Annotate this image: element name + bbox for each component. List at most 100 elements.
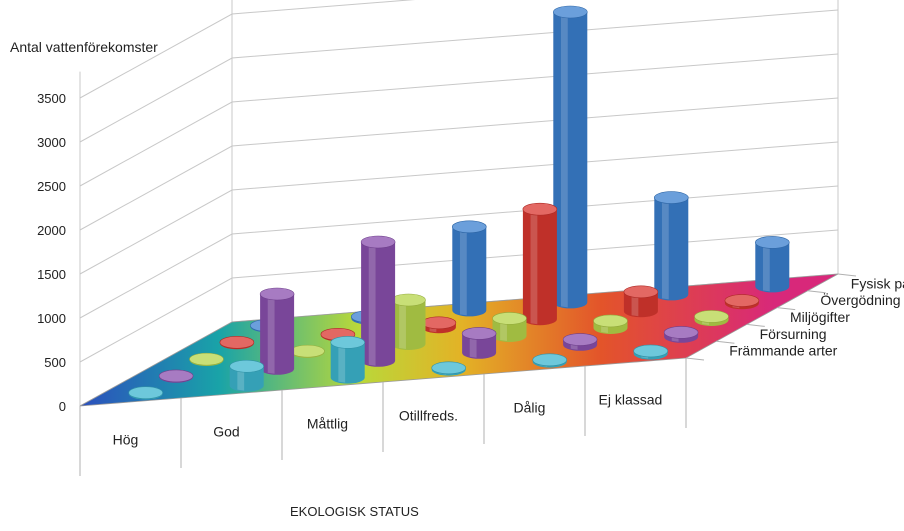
y-tick-label: 3000 <box>37 135 66 150</box>
x-tick-label: Måttlig <box>307 415 348 431</box>
x-tick-label: Ej klassad <box>599 391 663 407</box>
bar-body <box>553 12 588 309</box>
bar <box>128 386 163 400</box>
depth-divider <box>685 357 705 361</box>
gridline <box>79 0 416 99</box>
bar <box>158 369 194 383</box>
bar-highlight <box>762 242 770 292</box>
bar-top <box>451 220 487 234</box>
bar-body <box>361 242 396 367</box>
bar-top <box>259 287 295 301</box>
bar-top <box>653 191 689 204</box>
bar <box>724 294 760 310</box>
bar-body <box>522 209 557 326</box>
bar-highlight <box>399 300 406 349</box>
x-tick-label: Otillfreds. <box>399 407 458 423</box>
bar <box>532 353 568 368</box>
bar-top <box>522 202 558 216</box>
bar <box>219 336 255 350</box>
bar <box>633 344 669 360</box>
bar <box>360 235 396 367</box>
bar-top <box>128 386 163 400</box>
bar <box>290 344 325 358</box>
bar <box>562 333 598 351</box>
y-tick-label: 0 <box>59 399 66 414</box>
bar <box>330 336 366 384</box>
bar-top <box>754 236 790 249</box>
x-tick-label: Dålig <box>513 399 545 415</box>
bar <box>259 287 295 375</box>
x-tick-label: Hög <box>113 431 139 447</box>
depth-divider <box>837 273 857 277</box>
bar <box>421 316 457 334</box>
bar-top <box>593 314 628 328</box>
x-tick-label: God <box>213 423 239 439</box>
bar <box>451 220 487 317</box>
bar-top <box>158 369 194 383</box>
bar-top <box>431 361 467 375</box>
bar <box>653 191 689 301</box>
depth-divider <box>716 340 735 344</box>
bar-top <box>623 285 659 299</box>
bar-top <box>724 294 760 307</box>
bar-highlight <box>368 242 376 366</box>
bar <box>552 5 588 309</box>
bar-highlight <box>530 209 538 325</box>
bar <box>431 361 467 376</box>
bar <box>694 310 729 326</box>
bar <box>623 285 659 318</box>
y-tick-label: 3500 <box>37 91 66 106</box>
bar-top <box>189 352 224 366</box>
chart-walls <box>79 0 839 407</box>
series-label: Försurning <box>760 326 827 342</box>
chart-labels: 0 500 1000 1500 2000 2500 3000 3500 Hög God Måttli… <box>37 91 904 447</box>
depth-divider <box>746 323 765 327</box>
bar-body <box>229 366 264 392</box>
bar-body <box>654 197 689 301</box>
y-axis-title: Antal vattenförekomster <box>10 39 158 55</box>
bar-body <box>755 242 790 293</box>
y-tick-label: 2000 <box>37 223 66 238</box>
y-tick-label: 500 <box>44 355 66 370</box>
bar <box>663 326 699 343</box>
bar <box>492 312 527 342</box>
series-label: Övergödning <box>820 291 900 308</box>
y-tick-label: 1500 <box>37 267 66 282</box>
bar-top <box>663 326 699 339</box>
bar-highlight <box>459 226 467 316</box>
bar-top <box>552 5 588 19</box>
gridline <box>79 9 839 143</box>
y-tick-label: 2500 <box>37 179 66 194</box>
depth-divider <box>777 307 796 311</box>
series-label: Främmande arter <box>729 343 837 359</box>
depth-divider <box>807 290 826 294</box>
bar-top <box>532 353 568 367</box>
bar-highlight <box>267 294 275 374</box>
bar-top <box>492 312 527 325</box>
bar <box>229 359 264 392</box>
bar-top <box>461 327 497 340</box>
series-label: Miljögifter <box>790 309 850 325</box>
bar-top <box>360 235 396 249</box>
bar-top <box>330 336 366 349</box>
gridline <box>79 97 839 231</box>
bar-top <box>562 333 598 346</box>
bar <box>189 352 224 366</box>
x-axis-title: EKOLOGISK STATUS <box>290 504 419 519</box>
bar-highlight <box>661 197 669 300</box>
bar-body <box>330 342 365 384</box>
bar <box>391 293 426 350</box>
bar-top <box>633 344 669 358</box>
bar <box>593 314 628 334</box>
bar-body <box>492 318 527 342</box>
bar-body <box>623 291 658 318</box>
bar-top <box>421 316 457 330</box>
bar-highlight <box>560 12 568 308</box>
bar <box>461 327 497 359</box>
bar-body <box>391 300 426 350</box>
bar-highlight <box>338 342 346 383</box>
gridline <box>79 53 839 187</box>
bar-body <box>260 294 295 375</box>
bar-top <box>694 310 729 323</box>
